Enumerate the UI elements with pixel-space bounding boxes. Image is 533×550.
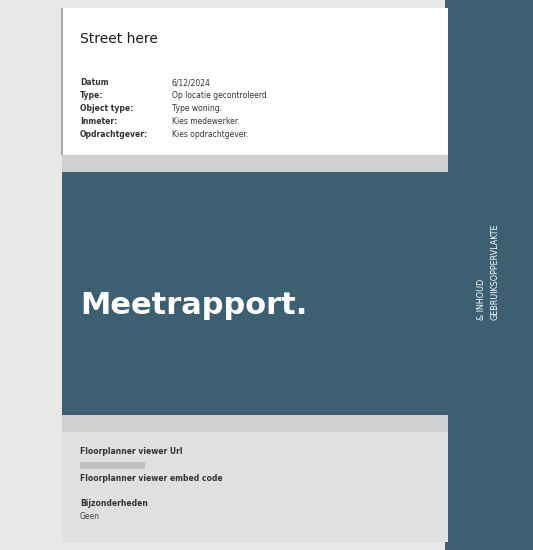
- Text: Datum: Datum: [80, 78, 109, 87]
- Bar: [62, 172, 448, 415]
- Text: Type woning:: Type woning:: [172, 104, 222, 113]
- Text: Op locatie gecontroleerd: Op locatie gecontroleerd: [172, 91, 266, 100]
- Text: Type:: Type:: [80, 91, 103, 100]
- Text: Kies medewerker.: Kies medewerker.: [172, 117, 240, 126]
- Bar: [62, 432, 448, 542]
- Text: GEBRUIKSOPPERVLAKTE: GEBRUIKSOPPERVLAKTE: [490, 223, 499, 320]
- Text: Kies opdrachtgever.: Kies opdrachtgever.: [172, 130, 248, 139]
- Text: Street here: Street here: [80, 32, 158, 46]
- Bar: [62, 155, 448, 172]
- Text: Bijzonderheden: Bijzonderheden: [80, 499, 148, 508]
- Text: & INHOUD: & INHOUD: [478, 279, 487, 320]
- Bar: [62, 8, 448, 155]
- Text: 6/12/2024: 6/12/2024: [172, 78, 211, 87]
- Bar: [80, 462, 145, 469]
- Text: Object type:: Object type:: [80, 104, 133, 113]
- Text: Floorplanner viewer embed code: Floorplanner viewer embed code: [80, 474, 223, 483]
- Text: Meetrapport.: Meetrapport.: [80, 290, 308, 320]
- Bar: [445, 0, 533, 550]
- Bar: [62, 415, 448, 432]
- Text: Opdrachtgever:: Opdrachtgever:: [80, 130, 148, 139]
- Text: Inmeter:: Inmeter:: [80, 117, 117, 126]
- Text: Geen: Geen: [80, 512, 100, 521]
- Text: Floorplanner viewer Url: Floorplanner viewer Url: [80, 447, 182, 456]
